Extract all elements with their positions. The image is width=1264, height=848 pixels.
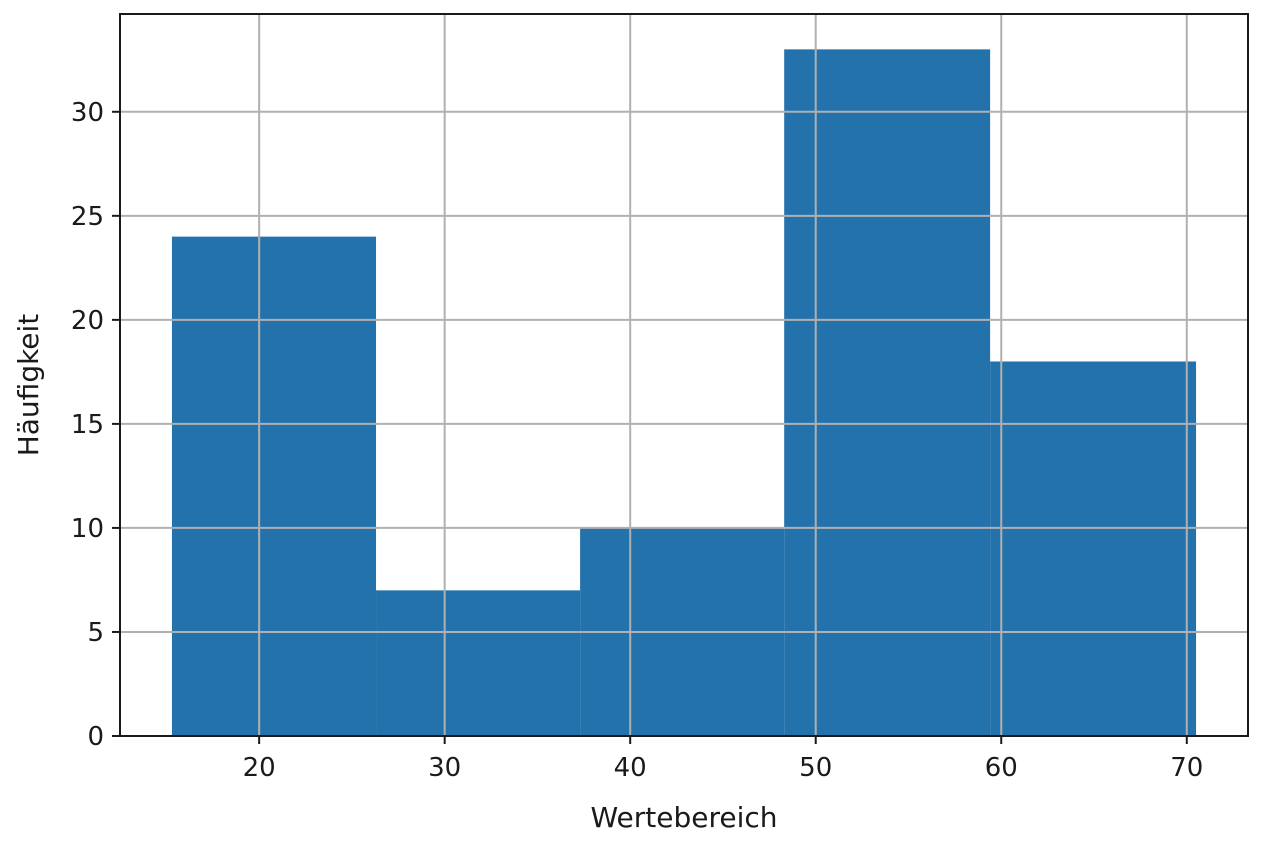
x-tick-label-20: 20 (243, 753, 276, 783)
histogram-bar-1 (171, 236, 377, 736)
y-tick-label-20: 20 (71, 306, 104, 336)
y-tick-label-25: 25 (71, 202, 104, 232)
x-tick-label-60: 60 (985, 753, 1018, 783)
ticks-layer: 20 30 40 50 60 70 0 5 10 15 20 25 30 (71, 98, 1203, 783)
histogram-bar-5 (990, 361, 1197, 736)
y-tick-label-0: 0 (87, 722, 104, 752)
histogram-bar-2 (376, 590, 581, 736)
x-tick-label-70: 70 (1170, 753, 1203, 783)
x-axis-label: Wertebereich (590, 801, 777, 834)
y-axis-label: Häufigkeit (12, 314, 45, 457)
x-tick-label-30: 30 (428, 753, 461, 783)
y-tick-label-10: 10 (71, 514, 104, 544)
x-tick-label-40: 40 (614, 753, 647, 783)
plot-frame (119, 13, 1249, 737)
bars-layer (171, 49, 1197, 736)
y-tick-label-15: 15 (71, 410, 104, 440)
x-tick-label-50: 50 (799, 753, 832, 783)
y-tick-label-30: 30 (71, 98, 104, 128)
histogram-bar-4 (784, 49, 991, 736)
y-tick-label-5: 5 (87, 618, 104, 648)
